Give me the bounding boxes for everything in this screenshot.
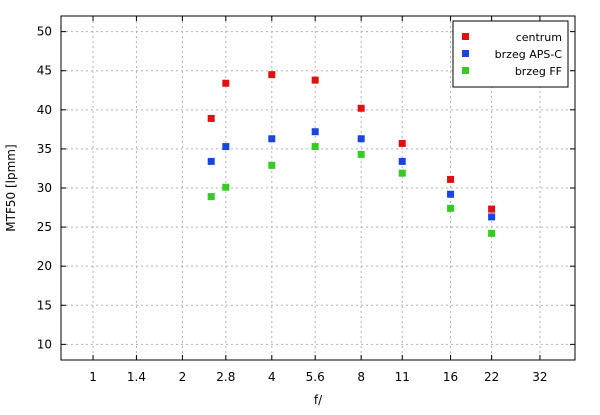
- x-tick-label: 5.6: [306, 370, 325, 384]
- data-point-brzeg-aps-c: [311, 128, 319, 136]
- x-tick-label: 1: [89, 370, 97, 384]
- y-tick-label: 10: [37, 337, 52, 351]
- data-point-brzeg-ff: [207, 193, 215, 201]
- x-tick-label: 11: [395, 370, 410, 384]
- data-point-brzeg-aps-c: [268, 135, 276, 143]
- data-point-centrum: [488, 205, 496, 213]
- legend-label-brzeg-ff: brzeg FF: [515, 65, 562, 78]
- x-tick-label: 16: [443, 370, 458, 384]
- data-point-brzeg-aps-c: [488, 213, 496, 221]
- x-axis-title: f/: [314, 393, 323, 407]
- y-tick-label: 25: [37, 220, 52, 234]
- data-point-centrum: [311, 76, 319, 84]
- x-tick-label: 32: [532, 370, 547, 384]
- y-tick-label: 50: [37, 25, 52, 39]
- y-tick-label: 30: [37, 181, 52, 195]
- y-tick-label: 45: [37, 64, 52, 78]
- data-point-brzeg-aps-c: [207, 157, 215, 165]
- legend: centrum brzeg APS-C brzeg FF: [452, 20, 569, 88]
- y-tick-label: 40: [37, 103, 52, 117]
- data-point-brzeg-ff: [398, 169, 406, 177]
- legend-label-brzeg-aps-c: brzeg APS-C: [495, 48, 563, 61]
- data-points: [207, 71, 496, 237]
- y-tick-label: 20: [37, 259, 52, 273]
- x-axis-tick-labels: 1 1.4 2 2.8 4 5.6 8 11 16 22 32: [89, 370, 547, 384]
- data-point-centrum: [447, 175, 455, 183]
- data-point-brzeg-aps-c: [447, 190, 455, 198]
- y-axis-tick-labels: 10 15 20 25 30 35 40 45 50: [37, 25, 52, 352]
- data-point-centrum: [268, 71, 276, 79]
- data-point-brzeg-ff: [222, 183, 230, 191]
- data-point-brzeg-aps-c: [357, 135, 365, 143]
- data-point-brzeg-ff: [311, 143, 319, 151]
- x-tick-label: 22: [484, 370, 499, 384]
- axis-ticks: [61, 16, 575, 360]
- data-point-centrum: [222, 79, 230, 87]
- x-tick-label: 1.4: [127, 370, 146, 384]
- data-point-brzeg-ff: [268, 161, 276, 169]
- legend-marker-centrum: [462, 33, 469, 40]
- x-tick-label: 8: [357, 370, 365, 384]
- data-point-brzeg-ff: [357, 150, 365, 158]
- data-point-centrum: [357, 104, 365, 112]
- data-point-centrum: [207, 114, 215, 122]
- legend-marker-brzeg-ff: [462, 67, 469, 74]
- x-tick-label: 4: [268, 370, 276, 384]
- legend-label-centrum: centrum: [516, 31, 562, 44]
- data-point-brzeg-ff: [488, 229, 496, 237]
- legend-marker-brzeg-aps-c: [462, 50, 469, 57]
- y-tick-label: 35: [37, 142, 52, 156]
- data-point-brzeg-ff: [447, 204, 455, 212]
- y-tick-label: 15: [37, 298, 52, 312]
- legend-box: [452, 20, 569, 88]
- x-tick-label: 2: [179, 370, 187, 384]
- data-point-brzeg-aps-c: [222, 143, 230, 151]
- y-axis-title: MTF50 [lpmm]: [4, 144, 18, 231]
- x-tick-label: 2.8: [216, 370, 235, 384]
- data-point-centrum: [398, 139, 406, 147]
- data-point-brzeg-aps-c: [398, 157, 406, 165]
